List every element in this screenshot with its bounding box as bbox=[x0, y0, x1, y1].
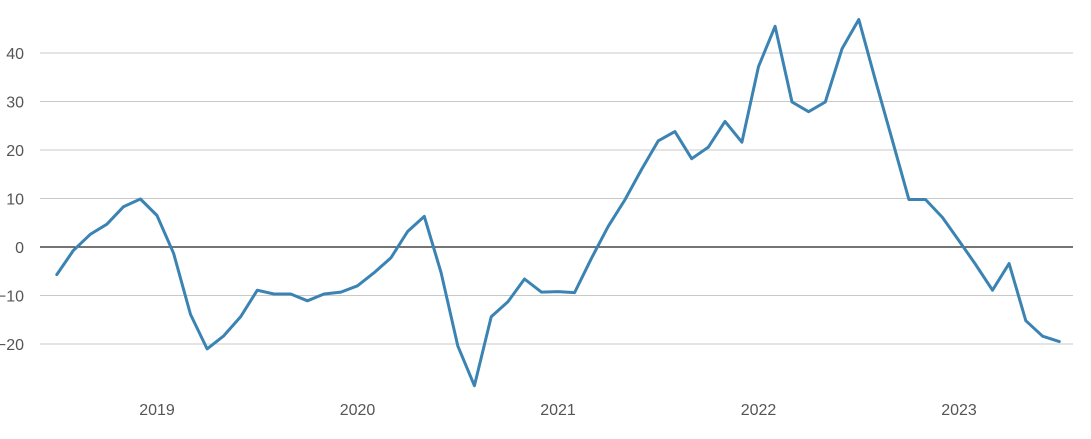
x-tick-label: 2023 bbox=[941, 402, 977, 419]
x-tick-label: 2022 bbox=[741, 402, 777, 419]
y-tick-label: 40 bbox=[6, 46, 24, 63]
series-line bbox=[55, 18, 1061, 388]
y-axis-tick-labels: 40 30 20 10 0 −10 −20 bbox=[0, 46, 24, 354]
x-tick-label: 2019 bbox=[139, 402, 175, 419]
y-tick-label: 10 bbox=[6, 192, 24, 209]
y-tick-label: −20 bbox=[0, 337, 24, 354]
y-tick-label: −10 bbox=[0, 289, 24, 306]
x-tick-label: 2021 bbox=[540, 402, 576, 419]
y-tick-label: 0 bbox=[15, 240, 24, 257]
x-axis-tick-labels: 2019 2020 2021 2022 2023 bbox=[139, 402, 977, 419]
x-tick-label: 2020 bbox=[340, 402, 376, 419]
y-tick-label: 20 bbox=[6, 143, 24, 160]
series-layer bbox=[55, 18, 1061, 388]
y-tick-label: 30 bbox=[6, 95, 24, 112]
